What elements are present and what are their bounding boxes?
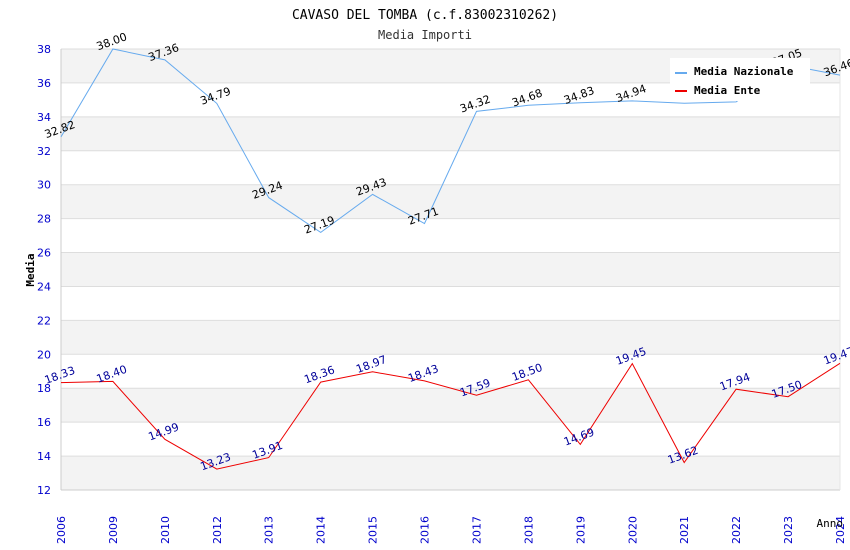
grid-band — [61, 388, 840, 423]
chart-title: CAVASO DEL TOMBA (c.f.83002310262) — [292, 8, 558, 23]
y-tick-label: 26 — [37, 247, 51, 260]
grid-band — [61, 184, 840, 219]
x-tick-label: 2012 — [211, 516, 224, 544]
y-tick-label: 16 — [37, 416, 51, 429]
x-tick-label: 2015 — [367, 516, 380, 544]
y-tick-label: 14 — [37, 450, 51, 463]
data-label-nazionale: 34.83 — [562, 84, 596, 107]
x-tick-label: 2019 — [574, 516, 587, 544]
grid-bands — [61, 49, 840, 490]
data-label-nazionale: 34.68 — [510, 87, 544, 110]
data-label-ente: 18.36 — [302, 363, 336, 386]
y-axis-label: Media — [24, 253, 37, 286]
x-tick-label: 2006 — [55, 516, 68, 544]
x-tick-label: 2010 — [159, 516, 172, 544]
x-tick-label: 2013 — [263, 516, 276, 544]
grid-band — [61, 456, 840, 490]
y-tick-label: 12 — [37, 484, 51, 497]
y-tick-label: 24 — [37, 280, 51, 293]
data-label-ente: 18.40 — [95, 363, 129, 386]
legend-box — [670, 58, 810, 101]
y-tick-label: 22 — [37, 314, 51, 327]
legend: Media Nazionale Media Ente — [670, 58, 810, 101]
data-label-nazionale: 34.32 — [458, 93, 492, 116]
series-line-nazionale — [60, 48, 841, 234]
y-tick-label: 20 — [37, 348, 51, 361]
y-tick-label: 38 — [37, 43, 51, 56]
axes — [60, 49, 841, 491]
grid-band — [61, 320, 840, 355]
data-label-ente: 18.43 — [406, 362, 440, 385]
series-line-ente — [60, 362, 841, 470]
y-tick-label: 18 — [37, 382, 51, 395]
y-tick-label: 36 — [37, 77, 51, 90]
x-tick-label: 2018 — [522, 516, 535, 544]
y-tick-label: 28 — [37, 213, 51, 226]
series-lines — [60, 48, 841, 470]
data-label-nazionale: 34.79 — [199, 85, 233, 108]
y-tick-label: 34 — [37, 111, 51, 124]
y-tick-label: 32 — [37, 145, 51, 158]
x-tick-label: 2020 — [626, 516, 639, 544]
x-axis-label: Anno — [817, 517, 844, 530]
x-tick-labels: 2006 2009 2010 2012 2013 2014 2015 2016 2017 2018… — [55, 516, 847, 544]
chart-subtitle: Media Importi — [378, 28, 472, 42]
x-tick-label: 2017 — [470, 516, 483, 544]
x-tick-label: 2023 — [782, 516, 795, 544]
y-tick-labels: 12 14 16 18 20 22 24 26 28 30 32 34 36 38 — [37, 43, 51, 497]
grid-band — [61, 252, 840, 287]
legend-label-nazionale: Media Nazionale — [694, 65, 794, 78]
x-tick-label: 2022 — [730, 516, 743, 544]
y-tick-label: 30 — [37, 179, 51, 192]
x-tick-label: 2016 — [419, 516, 432, 544]
grid-band — [61, 116, 840, 151]
x-tick-label: 2014 — [315, 516, 328, 544]
legend-label-ente: Media Ente — [694, 84, 761, 97]
grid-lines — [61, 48, 840, 491]
x-tick-label: 2021 — [678, 516, 691, 544]
x-tick-label: 2024 — [834, 516, 847, 544]
data-label-ente: 18.33 — [43, 364, 77, 387]
data-label-ente: 14.69 — [562, 426, 596, 449]
x-tick-label: 2009 — [107, 516, 120, 544]
